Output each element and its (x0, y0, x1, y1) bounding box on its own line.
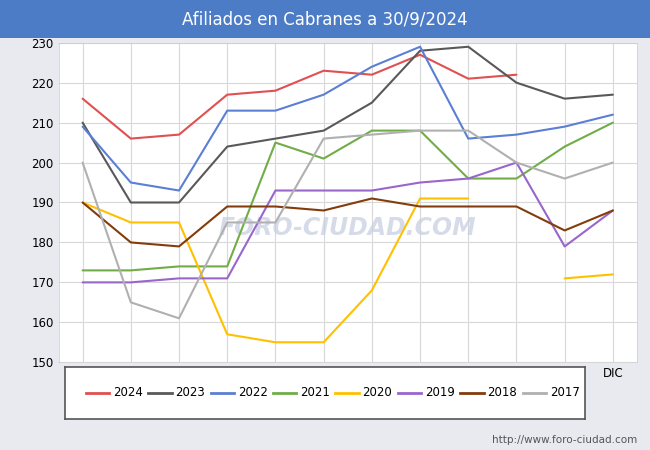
Text: Afiliados en Cabranes a 30/9/2024: Afiliados en Cabranes a 30/9/2024 (182, 10, 468, 28)
Text: 2021: 2021 (300, 386, 330, 399)
Text: FORO-CIUDAD.COM: FORO-CIUDAD.COM (219, 216, 476, 240)
Text: http://www.foro-ciudad.com: http://www.foro-ciudad.com (492, 435, 637, 445)
Text: 2024: 2024 (113, 386, 143, 399)
Text: 2017: 2017 (550, 386, 580, 399)
Text: 2019: 2019 (425, 386, 455, 399)
Text: 2020: 2020 (363, 386, 392, 399)
Text: 2018: 2018 (488, 386, 517, 399)
Text: 2022: 2022 (238, 386, 268, 399)
Text: 2023: 2023 (176, 386, 205, 399)
